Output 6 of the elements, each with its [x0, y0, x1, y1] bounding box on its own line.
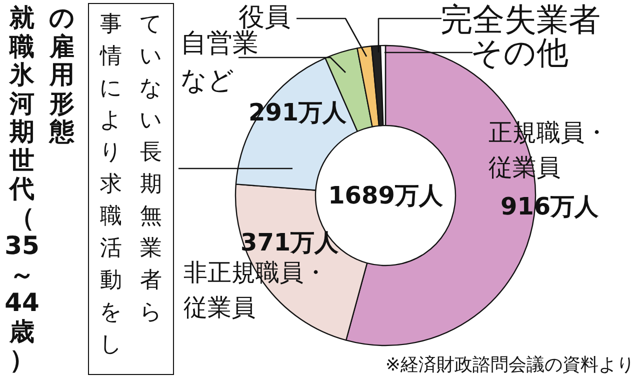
slice-label: 自営業など: [180, 28, 258, 96]
slice-label: 非正規職員・従業員: [184, 258, 328, 322]
chart-title: 就職氷河期世代（35～44歳）の雇用形態: [4, 3, 75, 374]
text: ※経済財政諮問会議の資料より: [385, 354, 635, 376]
category-label: 事情により求職活動をしていない長期無業者ら: [100, 12, 162, 357]
text: 1689万人: [328, 182, 444, 210]
